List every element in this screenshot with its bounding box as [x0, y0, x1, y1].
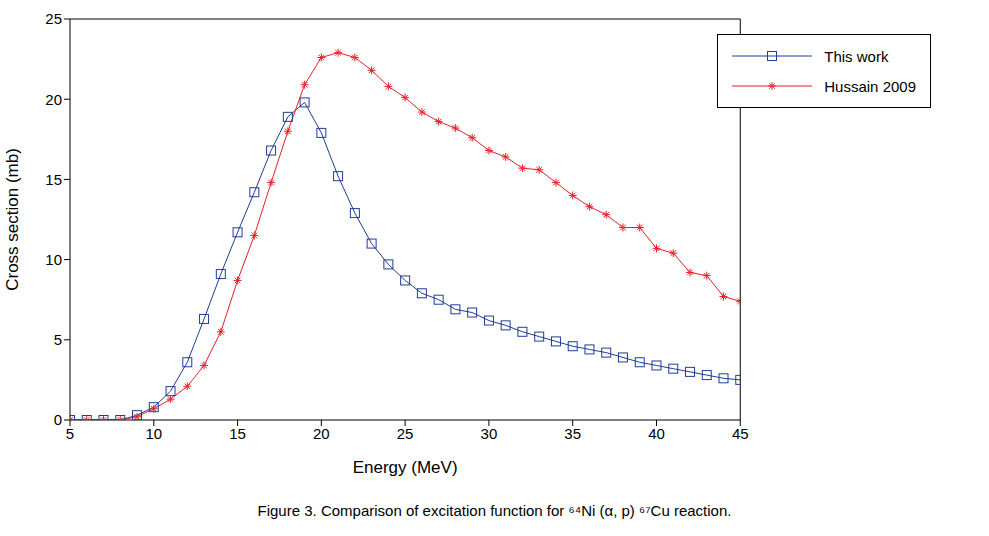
svg-text:35: 35 [564, 425, 581, 442]
svg-text:15: 15 [229, 425, 246, 442]
svg-text:5: 5 [66, 425, 74, 442]
svg-text:0: 0 [54, 411, 62, 428]
svg-text:Cross section (mb): Cross section (mb) [8, 148, 22, 291]
svg-text:40: 40 [648, 425, 665, 442]
svg-text:45: 45 [732, 425, 749, 442]
svg-text:25: 25 [45, 10, 62, 27]
svg-text:10: 10 [145, 425, 162, 442]
html-text:Hussain 2009: Hussain 2009 [824, 77, 916, 95]
svg-text:Energy (MeV): Energy (MeV) [353, 458, 458, 477]
svg-text:5: 5 [54, 331, 62, 348]
html-text:Figure 3. Comparison of excita: Figure 3. Comparison of excitation funct… [257, 502, 732, 519]
svg-text:25: 25 [397, 425, 414, 442]
svg-text:15: 15 [45, 171, 62, 188]
svg-text:10: 10 [45, 251, 62, 268]
svg-text:20: 20 [45, 91, 62, 108]
svg-text:30: 30 [481, 425, 498, 442]
html-text:This work: This work [824, 47, 889, 65]
svg-text:20: 20 [313, 425, 330, 442]
